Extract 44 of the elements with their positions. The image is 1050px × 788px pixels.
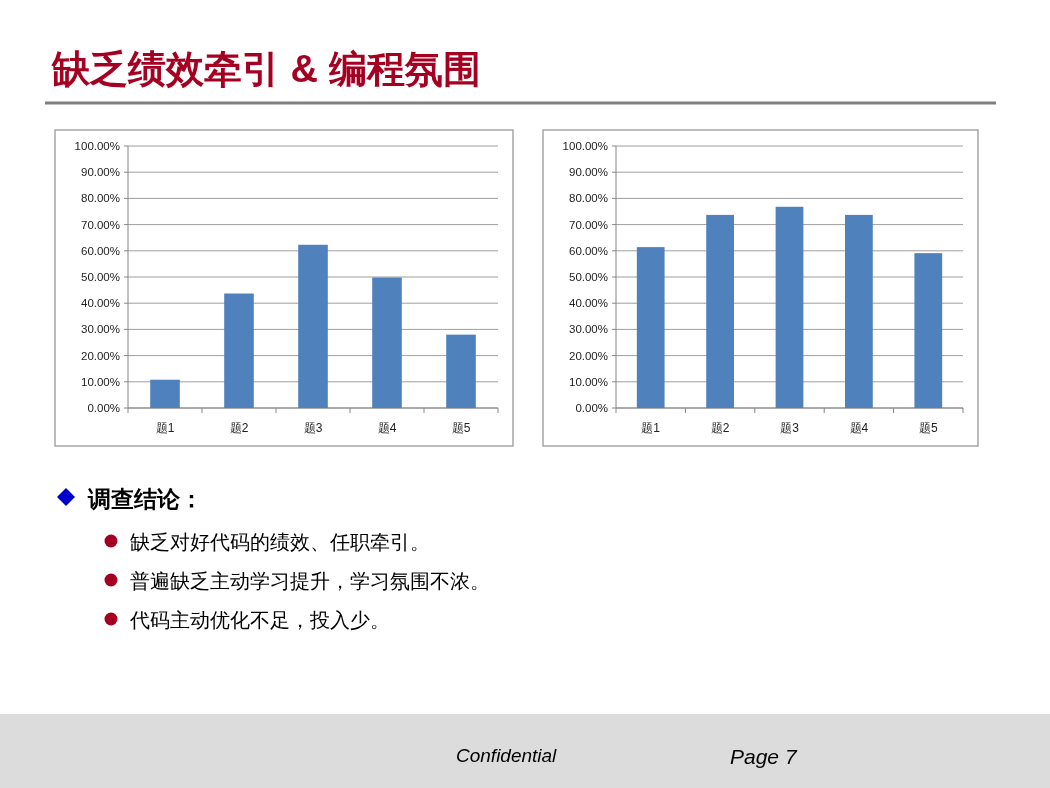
y-tick-label: 40.00% [80, 297, 120, 310]
y-tick-label: 60.00% [80, 244, 120, 257]
bar [298, 244, 328, 408]
y-tick-label: 10.00% [80, 375, 120, 388]
y-tick-label: 10.00% [568, 375, 608, 388]
x-tick-label: 题5 [451, 421, 471, 435]
text: 普遍缺乏主动学习提升，学习氛围不浓。 [130, 570, 490, 592]
y-tick-label: 100.00% [562, 140, 608, 152]
y-tick-label: 70.00% [80, 218, 120, 231]
y-tick-label: 20.00% [568, 349, 608, 362]
y-tick-label: 100.00% [74, 140, 120, 152]
x-tick-label: 题4 [377, 421, 397, 435]
y-tick-label: 90.00% [80, 166, 120, 179]
x-tick-label: 题4 [849, 421, 869, 435]
x-tick-label: 题3 [303, 421, 323, 435]
x-tick-label: 题2 [710, 421, 730, 435]
y-tick-label: 50.00% [568, 271, 608, 283]
y-tick-label: 40.00% [568, 297, 608, 310]
y-tick-label: 30.00% [80, 323, 120, 336]
y-tick-label: 70.00% [568, 218, 608, 231]
y-tick-label: 30.00% [568, 323, 608, 336]
bar [446, 334, 476, 408]
x-tick-label: 题1 [155, 421, 175, 435]
y-tick-label: 50.00% [80, 271, 120, 283]
bar [150, 379, 180, 408]
x-tick-label: 题1 [641, 421, 661, 435]
text: 调查结论： [87, 486, 203, 512]
y-tick-label: 80.00% [80, 192, 120, 205]
bar [372, 277, 402, 408]
bar [224, 293, 254, 408]
y-tick-label: 90.00% [568, 166, 608, 179]
y-tick-label: 20.00% [80, 349, 120, 362]
x-tick-label: 题2 [229, 421, 249, 435]
text: 代码主动优化不足，投入少。 [129, 609, 390, 631]
x-tick-label: 题3 [780, 421, 800, 435]
text: Page 7 [730, 745, 798, 768]
y-tick-label: 80.00% [568, 192, 608, 205]
text: 缺乏对好代码的绩效、任职牵引。 [130, 531, 430, 553]
y-tick-label: 60.00% [568, 244, 608, 257]
y-tick-label: 0.00% [575, 402, 608, 414]
y-tick-label: 0.00% [87, 402, 120, 414]
x-tick-label: 题5 [918, 421, 938, 435]
chart-title: 缺乏绩效牵引 & 编程氛围 [51, 48, 481, 90]
text: Confidential [456, 745, 558, 766]
